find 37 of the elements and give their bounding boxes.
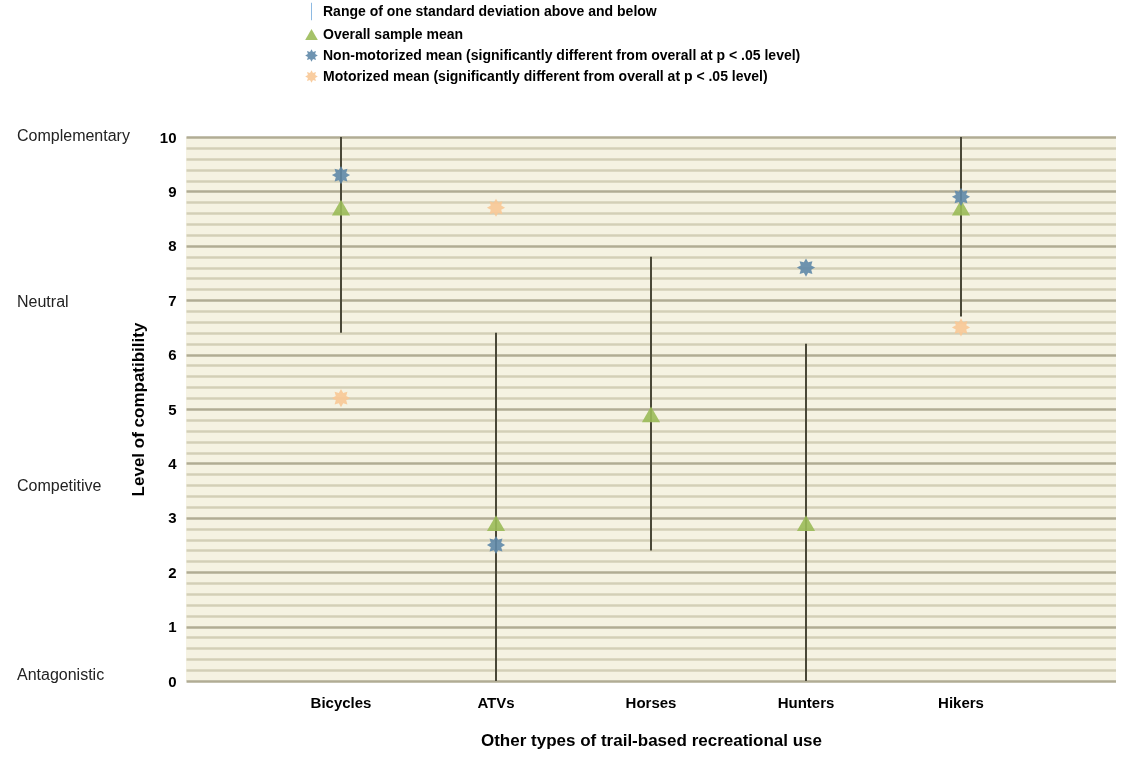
x-tick-label: Bicycles [310, 693, 372, 711]
text: Competitive [17, 477, 102, 495]
y-tick-label: 3 [168, 509, 177, 527]
legend-label: Non-motorized mean (significantly different from overall at p < .05 level) [323, 46, 801, 63]
y-tick-label: 7 [168, 291, 177, 309]
x-tick-label: Horses [625, 693, 677, 711]
y-tick-label: 5 [168, 400, 177, 418]
point [951, 187, 971, 206]
point [796, 258, 816, 277]
point [331, 199, 351, 216]
text: Range of one standard deviation above and below [323, 2, 657, 19]
text: Neutral [17, 293, 69, 311]
y-axis-title: Level of compatibility [128, 322, 148, 497]
point [951, 318, 971, 337]
point [331, 389, 351, 408]
y-tick-label: 0 [168, 672, 177, 690]
y-tick-label: 8 [168, 237, 177, 255]
y-tick-label: 4 [168, 454, 178, 472]
y-tick-label: 2 [168, 563, 177, 581]
point [796, 515, 816, 532]
text: Antagonistic [17, 666, 105, 684]
point [486, 515, 506, 532]
point [641, 406, 661, 423]
y-tick-label: 9 [168, 182, 177, 200]
x-tick-label: Hunters [777, 693, 835, 711]
point [486, 535, 506, 555]
x-tick-label: ATVs [477, 693, 515, 711]
y-tick-label: 10 [159, 128, 177, 146]
text: Complementary [17, 127, 130, 145]
x-axis-title: Other types of trail-based recreational use [480, 730, 823, 750]
y-tick-label: 6 [168, 346, 177, 364]
legend-label: Overall sample mean [323, 25, 464, 42]
point [486, 198, 506, 217]
point [331, 166, 351, 185]
legend-label: Motorized mean (significantly different from overall at p < .05 level) [323, 67, 768, 84]
y-tick-label: 1 [168, 618, 177, 636]
x-tick-label: Hikers [938, 693, 984, 711]
